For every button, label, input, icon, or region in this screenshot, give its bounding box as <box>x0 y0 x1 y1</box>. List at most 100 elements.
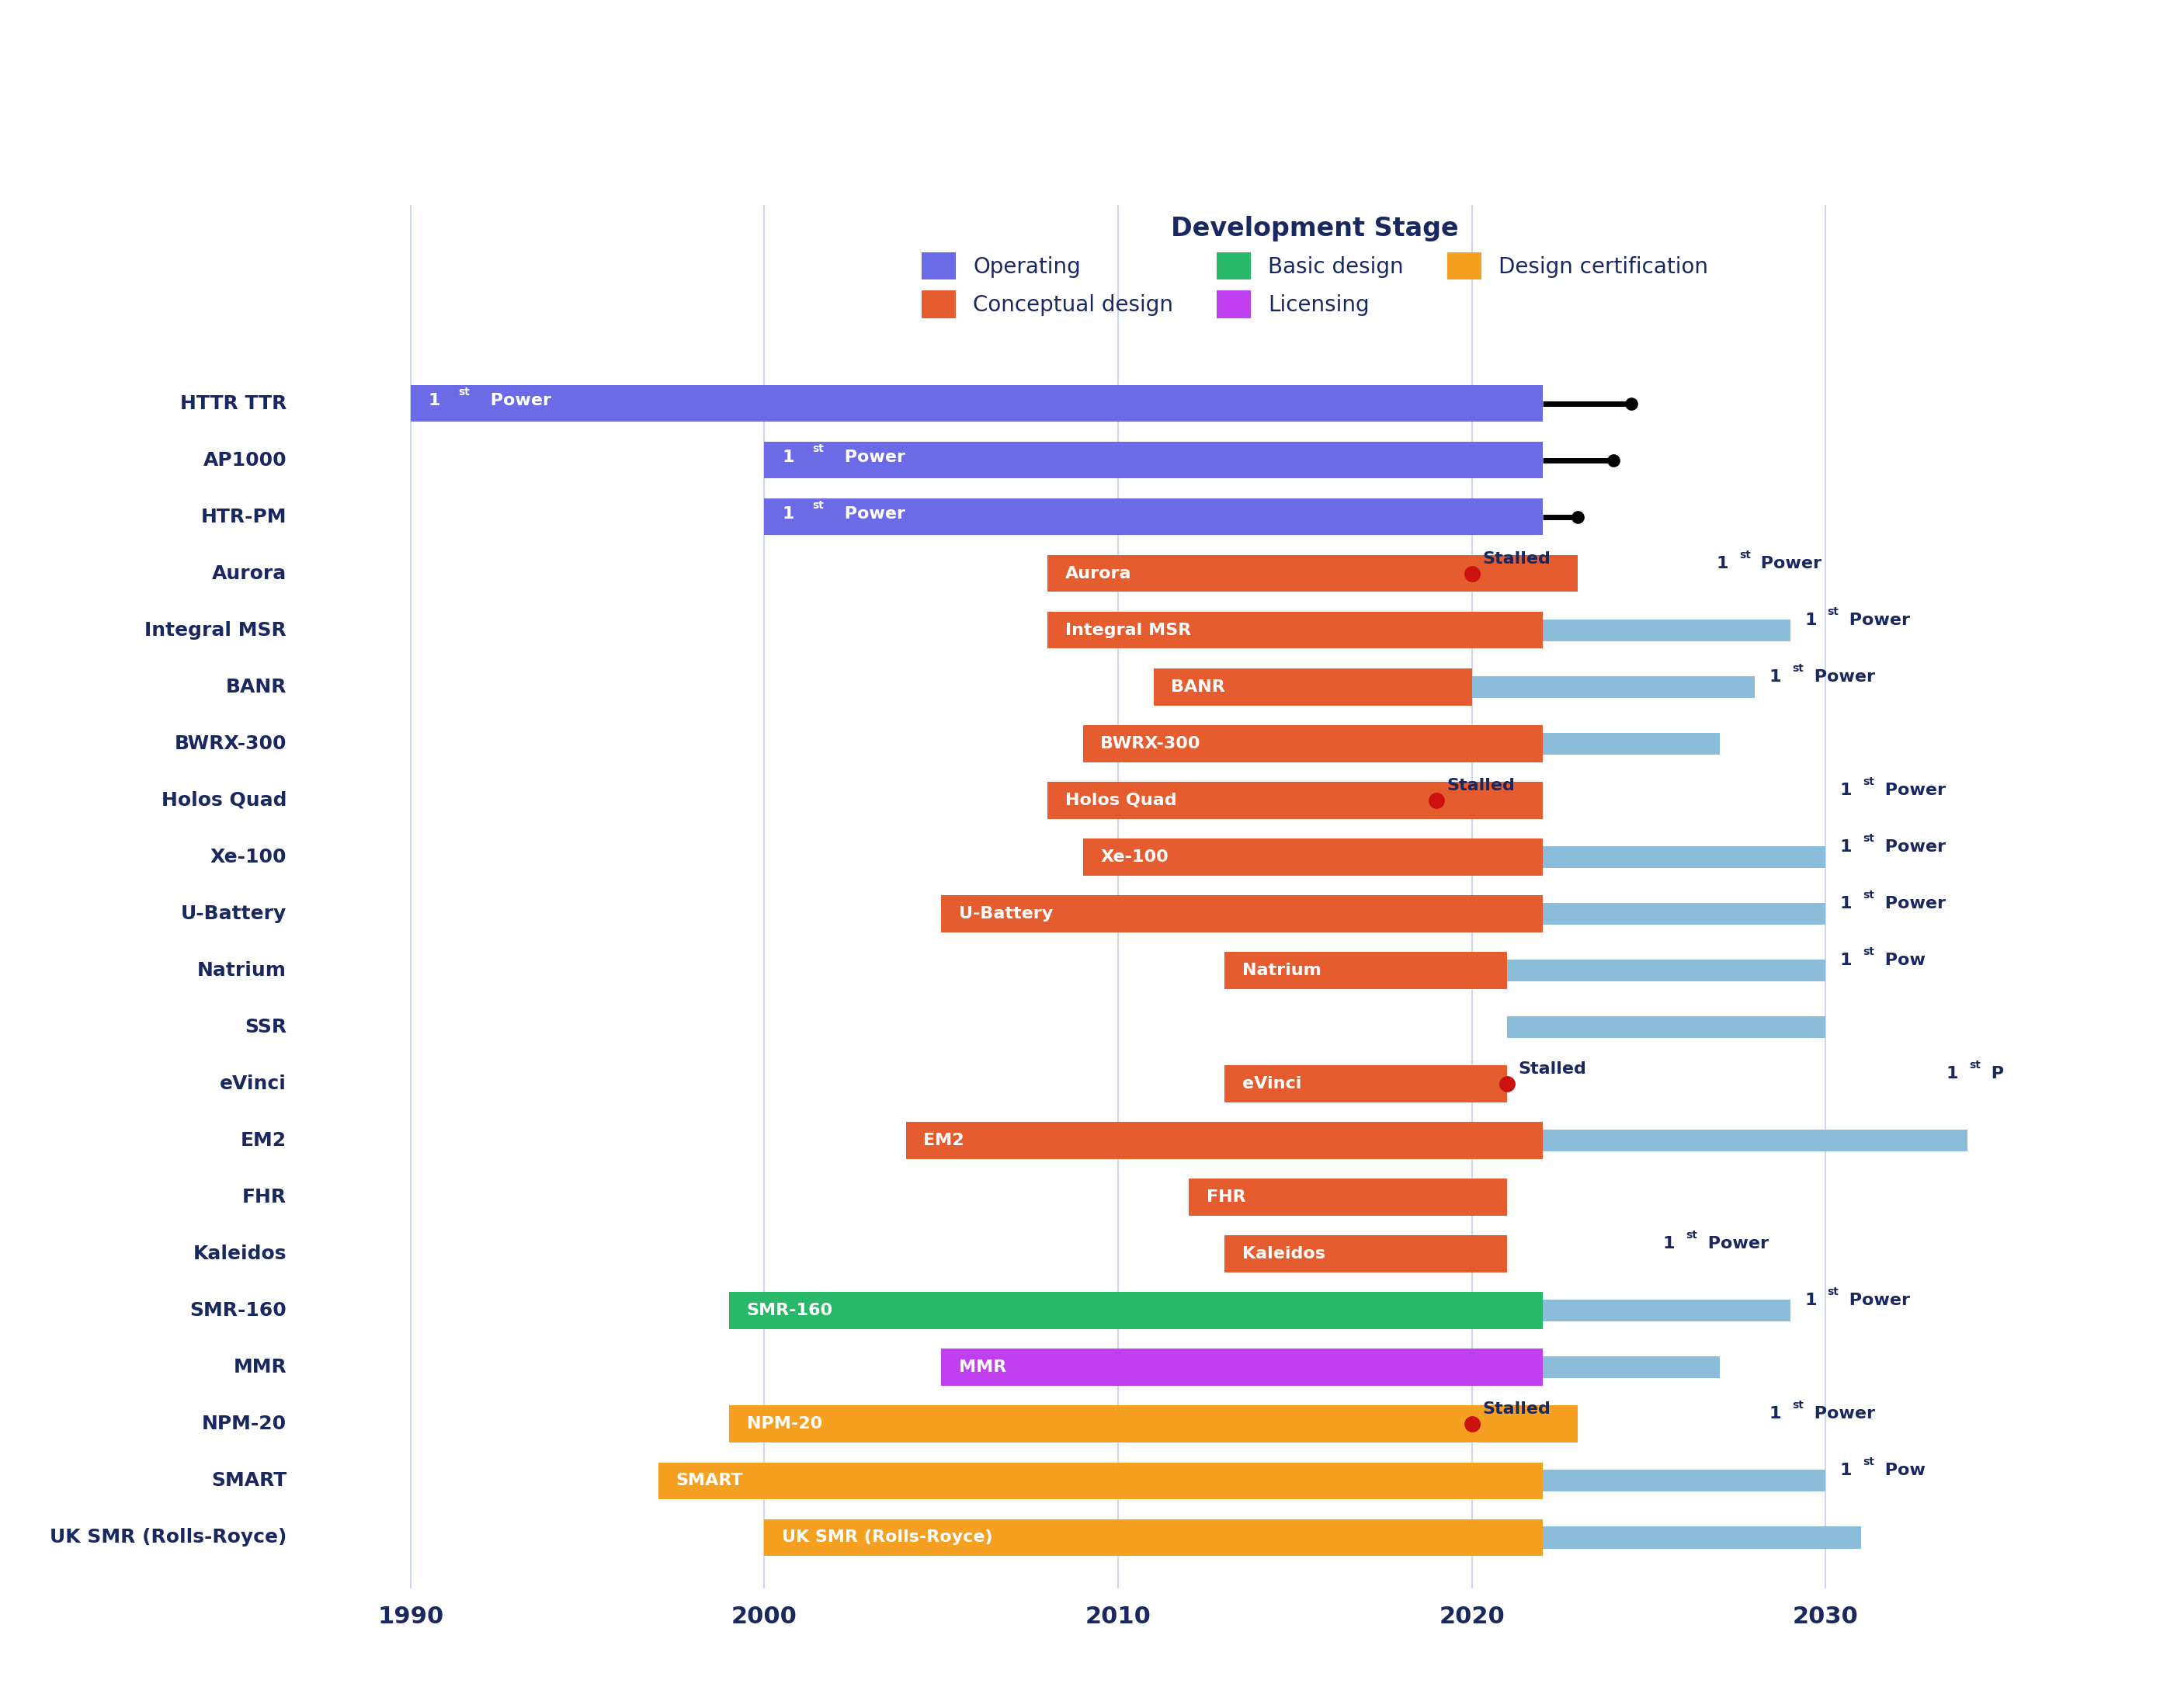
Legend: Operating, Conceptual design, Basic design, Licensing, Design certification: Operating, Conceptual design, Basic desi… <box>922 215 1709 318</box>
Bar <box>1048 555 1578 593</box>
Text: st: st <box>1970 1059 1981 1071</box>
Text: SMART: SMART <box>211 1471 287 1489</box>
Bar <box>1154 668 1472 705</box>
Text: Power: Power <box>1809 670 1874 685</box>
Text: Kaleidos: Kaleidos <box>1241 1247 1324 1262</box>
Bar <box>1544 902 1826 924</box>
Text: Power: Power <box>1702 1237 1770 1252</box>
Text: Power: Power <box>1878 839 1946 854</box>
Text: 1: 1 <box>1770 670 1781 685</box>
Text: Holos Quad: Holos Quad <box>1065 793 1176 808</box>
Text: Stalled: Stalled <box>1483 1402 1550 1418</box>
Text: Power: Power <box>839 449 904 465</box>
Text: 1: 1 <box>1839 839 1852 854</box>
Text: st: st <box>813 500 824 511</box>
Bar <box>907 1122 1544 1160</box>
Bar <box>728 1293 1544 1329</box>
Bar <box>941 1349 1544 1385</box>
Text: Natrium: Natrium <box>198 962 287 980</box>
Text: 1: 1 <box>783 449 794 465</box>
Text: Power: Power <box>485 393 552 408</box>
Text: 1: 1 <box>1839 1462 1852 1477</box>
Bar <box>1048 782 1544 818</box>
Bar <box>1544 1356 1720 1378</box>
Text: HTTR TTR: HTTR TTR <box>180 395 287 413</box>
Text: Aurora: Aurora <box>1065 565 1130 581</box>
Text: eVinci: eVinci <box>1241 1076 1302 1091</box>
Bar <box>1544 1469 1826 1491</box>
Bar <box>1544 733 1720 755</box>
Text: Power: Power <box>1754 555 1822 570</box>
Text: Xe-100: Xe-100 <box>211 847 287 866</box>
Text: BWRX-300: BWRX-300 <box>174 734 287 753</box>
Text: Pow: Pow <box>1878 1462 1926 1477</box>
Bar <box>1544 1527 1861 1549</box>
Text: U-Battery: U-Battery <box>959 905 1052 922</box>
Text: st: st <box>1863 1457 1874 1467</box>
Text: Xe-100: Xe-100 <box>1100 849 1170 864</box>
Text: Power: Power <box>1844 1293 1911 1308</box>
Text: st: st <box>1863 946 1874 956</box>
Text: 1: 1 <box>1946 1066 1959 1081</box>
Text: Pow: Pow <box>1878 953 1926 968</box>
Bar <box>941 895 1544 933</box>
Bar <box>1083 839 1544 876</box>
Text: SMR-160: SMR-160 <box>746 1303 833 1319</box>
Bar <box>765 499 1544 535</box>
Text: st: st <box>1828 606 1839 617</box>
Bar <box>659 1462 1544 1500</box>
Text: HTR-PM: HTR-PM <box>200 507 287 526</box>
Text: EM2: EM2 <box>241 1131 287 1149</box>
Text: 1: 1 <box>1663 1237 1674 1252</box>
Bar <box>1048 611 1544 649</box>
Text: Power: Power <box>1809 1406 1874 1421</box>
Text: Integral MSR: Integral MSR <box>146 622 287 639</box>
Text: 1: 1 <box>1804 1293 1817 1308</box>
Text: 1: 1 <box>1839 953 1852 968</box>
Text: Stalled: Stalled <box>1517 1061 1587 1076</box>
Text: Power: Power <box>1878 895 1946 912</box>
Text: Stalled: Stalled <box>1483 552 1550 567</box>
Text: 1: 1 <box>783 506 794 521</box>
Text: SMR-160: SMR-160 <box>189 1301 287 1320</box>
Text: NPM-20: NPM-20 <box>202 1414 287 1433</box>
Text: st: st <box>459 386 470 398</box>
Text: st: st <box>1687 1230 1698 1240</box>
Text: FHR: FHR <box>1207 1189 1246 1204</box>
Text: Kaleidos: Kaleidos <box>193 1245 287 1264</box>
Text: st: st <box>1863 775 1874 787</box>
Text: st: st <box>1828 1286 1839 1298</box>
Text: P: P <box>1985 1066 2004 1081</box>
Bar <box>1507 1016 1826 1038</box>
Text: Aurora: Aurora <box>211 564 287 582</box>
Text: BANR: BANR <box>226 678 287 697</box>
Text: 1: 1 <box>1839 782 1852 798</box>
Text: BANR: BANR <box>1172 680 1226 695</box>
Text: NPM-20: NPM-20 <box>746 1416 822 1431</box>
Text: st: st <box>1791 1401 1804 1411</box>
Text: 1: 1 <box>1804 611 1817 629</box>
Text: SMART: SMART <box>676 1472 744 1488</box>
Text: Power: Power <box>1844 611 1911 629</box>
Text: U-Battery: U-Battery <box>180 905 287 922</box>
Bar <box>765 1518 1544 1556</box>
Text: Natrium: Natrium <box>1241 963 1322 979</box>
Text: AP1000: AP1000 <box>202 451 287 470</box>
Bar <box>1189 1179 1507 1216</box>
Text: Power: Power <box>1878 782 1946 798</box>
Bar <box>1083 726 1544 762</box>
Text: MMR: MMR <box>233 1358 287 1377</box>
Text: 1: 1 <box>1715 555 1728 570</box>
Text: Integral MSR: Integral MSR <box>1065 622 1191 639</box>
Text: st: st <box>1739 550 1750 560</box>
Text: st: st <box>1863 890 1874 900</box>
Text: Stalled: Stalled <box>1448 777 1515 793</box>
Text: st: st <box>1863 834 1874 844</box>
Text: 1: 1 <box>1770 1406 1781 1421</box>
Bar <box>1507 960 1826 982</box>
Text: Power: Power <box>839 506 904 521</box>
Bar <box>1224 1066 1507 1102</box>
Text: st: st <box>813 444 824 454</box>
Bar <box>1544 1129 1967 1151</box>
Bar <box>1224 1235 1507 1272</box>
